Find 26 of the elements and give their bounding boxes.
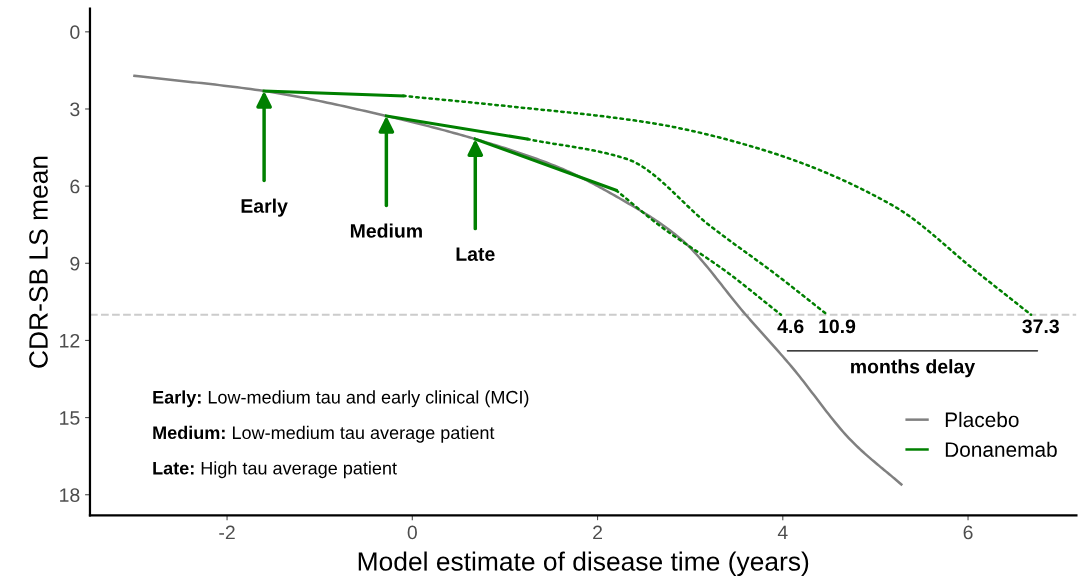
- annotation: 37.3: [1022, 319, 1059, 334]
- y-tick-label: 12: [60, 333, 80, 348]
- x-axis-title: Model estimate of disease time (years): [358, 551, 809, 577]
- x-tick-label: 4: [777, 525, 788, 540]
- annotation: 10.9: [819, 319, 856, 334]
- x-tick-label: 0: [407, 525, 417, 540]
- y-tick-label: 15: [60, 411, 80, 425]
- annotation: Late: [456, 247, 495, 261]
- legend-label: Placebo: [945, 411, 1019, 428]
- annotation: Late: High tau average patient: [153, 461, 397, 479]
- y-tick-label: 0: [70, 25, 80, 40]
- annotation: Medium: [350, 223, 422, 238]
- y-tick-label: 9: [70, 256, 80, 271]
- x-tick-label: 2: [593, 525, 602, 540]
- annotation: Early: Low-medium tau and early clinical (MCI): [153, 390, 529, 408]
- annotation: Medium: Low-medium tau average patient: [153, 425, 495, 443]
- y-axis-title: CDR-SB LS mean: [29, 156, 48, 368]
- x-tick-label: -2: [219, 525, 235, 540]
- y-tick-label: 18: [60, 488, 80, 502]
- annotation: 4.6: [777, 319, 804, 334]
- y-tick-label: 3: [70, 102, 80, 117]
- annotation: Early: [241, 198, 288, 217]
- x-tick-label: 6: [963, 525, 973, 540]
- annotation: months delay: [851, 359, 976, 378]
- legend-label: Donanemab: [945, 441, 1057, 457]
- y-tick-label: 6: [70, 179, 80, 194]
